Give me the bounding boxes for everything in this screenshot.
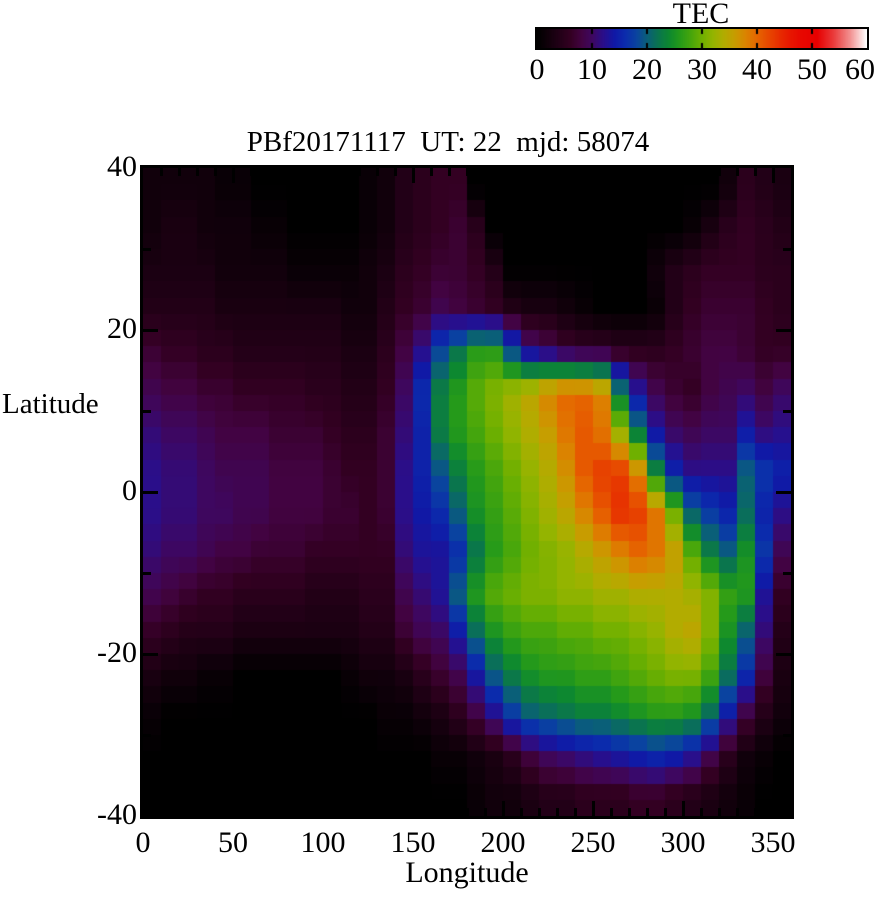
x-tick-label: 300 [660, 826, 706, 859]
tec-heatmap [143, 168, 791, 816]
colorbar-tick-label: 60 [845, 53, 875, 86]
y-axis-title: Latitude [2, 388, 99, 420]
axes-frame [140, 165, 794, 819]
y-tick-label: -20 [97, 636, 137, 669]
colorbar-title: TEC [672, 0, 730, 30]
colorbar-tick-label: 0 [529, 53, 545, 86]
x-tick-label: 350 [750, 826, 796, 859]
colorbar-tick-label: 20 [632, 53, 662, 86]
y-tick-label: 20 [107, 312, 137, 345]
colorbar-tick-label: 10 [577, 53, 607, 86]
x-tick-label: 0 [135, 826, 151, 859]
x-tick-label: 100 [300, 826, 346, 859]
x-tick-label: 50 [218, 826, 248, 859]
x-tick-label: 200 [480, 826, 526, 859]
plot-title: PBf20171117 UT: 22 mjd: 58074 [246, 126, 650, 158]
colorbar-tick-label: 40 [742, 53, 772, 86]
colorbar-tick-labels: 0 10 20 30 40 50 60 [0, 53, 877, 87]
colorbar-frame [535, 27, 869, 50]
colorbar-gradient [537, 29, 867, 48]
y-tick-label: 40 [107, 150, 137, 183]
colorbar-tick-label: 50 [797, 53, 827, 86]
x-axis-title: Longitude [405, 856, 529, 889]
x-tick-label: 250 [570, 826, 616, 859]
y-tick-label: 0 [122, 474, 137, 507]
colorbar-tick-label: 30 [687, 53, 717, 86]
x-tick-label: 150 [390, 826, 436, 859]
y-tick-label: -40 [97, 798, 137, 831]
